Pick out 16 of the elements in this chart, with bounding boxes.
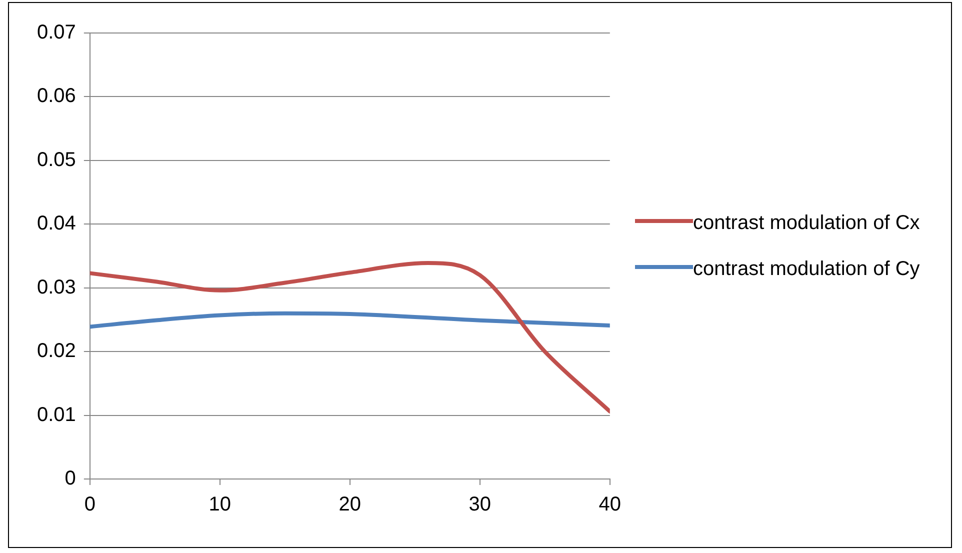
y-tick-label: 0.06: [36, 85, 76, 108]
line-series: [90, 311, 610, 329]
legend-label: contrast modulation of Cy: [693, 257, 920, 282]
y-tick-label: 0.03: [36, 276, 76, 298]
y-tick-label: 0.01: [36, 404, 76, 426]
x-tick-label: 0: [84, 494, 96, 516]
y-tick-label: 0.02: [36, 340, 76, 362]
y-tick-label: 0: [64, 468, 76, 490]
x-tick-label: 40: [598, 494, 621, 516]
y-tick-label: 0.04: [36, 212, 76, 235]
x-tick-label: 10: [208, 494, 232, 516]
y-tick-label: 0.05: [36, 148, 76, 171]
y-tick-label: 0.07: [36, 22, 76, 44]
legend-label: contrast modulation of Cx: [693, 211, 920, 236]
x-tick-label: 30: [468, 494, 492, 516]
x-tick-label: 20: [338, 494, 362, 516]
